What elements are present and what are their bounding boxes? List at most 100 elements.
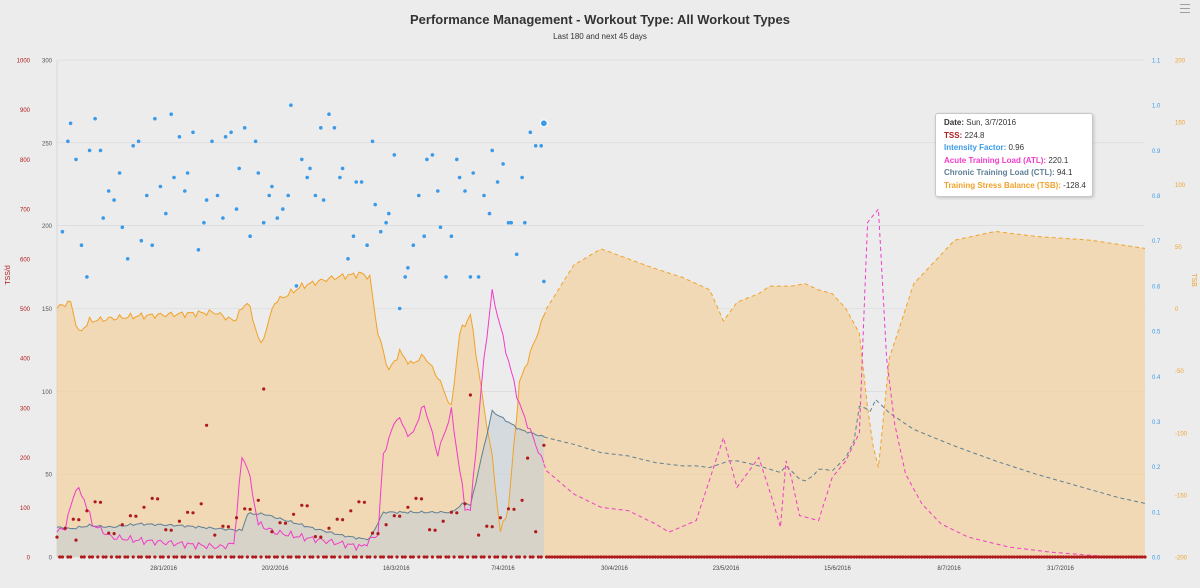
if-point	[501, 162, 505, 166]
tss-point	[327, 526, 331, 530]
tss-point	[1061, 555, 1065, 559]
if-point	[457, 175, 462, 180]
tss-point	[898, 555, 902, 559]
if-point	[533, 144, 538, 148]
tss-point	[523, 555, 527, 559]
tss-point	[885, 555, 889, 559]
tss-point	[365, 555, 369, 559]
tss-point	[991, 555, 995, 559]
right-axis-title: TSB	[1190, 273, 1197, 287]
tss-point	[196, 555, 200, 559]
tss-point	[716, 555, 720, 559]
tss-point	[180, 555, 184, 559]
left2-tick-label: 0	[49, 556, 53, 562]
tss-point	[341, 518, 345, 522]
right-tick-label: 0.7	[1152, 239, 1161, 245]
tss-point	[1010, 555, 1014, 559]
tss-point	[626, 555, 630, 559]
tss-point	[248, 507, 252, 511]
if-point	[528, 130, 533, 135]
tss-point	[985, 555, 989, 559]
tss-point	[243, 507, 247, 511]
tss-point	[580, 555, 584, 559]
tss-point	[882, 555, 886, 559]
if-point	[338, 175, 342, 180]
left-tick-label: 600	[20, 257, 31, 263]
if-point	[436, 189, 440, 193]
tss-point	[259, 555, 263, 559]
tss-point	[746, 555, 750, 559]
tss-point	[664, 555, 668, 559]
tss-point	[934, 555, 938, 559]
tss-point	[400, 555, 404, 559]
tss-point	[1004, 555, 1008, 559]
tss-point	[980, 555, 984, 559]
tss-point	[93, 500, 97, 504]
tss-point	[585, 555, 590, 559]
tss-point	[468, 393, 472, 397]
if-point	[202, 220, 206, 225]
chart-subtitle: Last 180 and next 45 days	[553, 32, 647, 41]
tss-point	[409, 555, 413, 559]
tss-point	[683, 555, 687, 559]
tss-point	[545, 555, 549, 559]
tss-point	[1124, 555, 1128, 559]
right-tick-label: 0.3	[1152, 420, 1161, 426]
tss-point	[153, 555, 157, 559]
if-point	[286, 193, 291, 198]
left-tick-label: 1000	[17, 59, 31, 65]
tss-point	[354, 555, 358, 559]
if-point	[305, 175, 310, 180]
tss-point	[183, 555, 187, 559]
right2-tick-label: -200	[1175, 556, 1188, 562]
tss-point	[251, 555, 255, 559]
tss-point	[1094, 555, 1098, 559]
tss-point	[104, 555, 108, 559]
if-point	[275, 216, 280, 220]
tss-point	[923, 555, 927, 559]
tss-point	[229, 555, 233, 559]
tss-point	[433, 528, 437, 532]
right2-tick-label: -50	[1175, 369, 1184, 375]
menu-icon[interactable]	[1180, 4, 1190, 13]
tss-point	[79, 555, 84, 559]
tss-point	[827, 555, 832, 559]
right-tick-label: 0.2	[1152, 465, 1161, 471]
tss-point	[509, 555, 513, 559]
tss-point	[177, 519, 181, 523]
if-point	[392, 153, 397, 157]
tss-point	[1116, 555, 1120, 559]
tss-point	[653, 555, 658, 559]
if-point	[468, 275, 473, 279]
right-tick-label: 0.0	[1152, 556, 1161, 562]
x-tick-label: 23/5/2016	[713, 566, 740, 572]
tss-point	[972, 555, 976, 559]
tss-point	[803, 555, 807, 559]
tss-point	[784, 555, 788, 559]
point-layer	[55, 103, 1147, 559]
tss-point	[234, 516, 239, 520]
right-tick-label: 1.0	[1152, 104, 1161, 110]
if-point	[145, 193, 149, 198]
if-point	[106, 189, 111, 193]
tss-point	[640, 555, 644, 559]
tss-point	[1015, 555, 1019, 559]
tss-point	[950, 555, 954, 559]
tss-point	[1042, 555, 1046, 559]
tss-point	[237, 555, 241, 559]
tooltip-if: 0.96	[1008, 143, 1025, 152]
tss-point	[74, 538, 78, 542]
tsb-area	[57, 231, 1145, 557]
tss-point	[607, 555, 611, 559]
tss-point	[449, 510, 453, 514]
tooltip-ctl: 94.1	[1056, 168, 1073, 177]
if-point	[539, 144, 543, 148]
tss-point	[928, 555, 932, 559]
tss-point	[493, 555, 497, 559]
right2-tick-label: 100	[1175, 183, 1186, 189]
tss-point	[520, 498, 524, 502]
tss-point	[936, 555, 940, 559]
tss-point	[819, 555, 823, 559]
if-point	[542, 279, 546, 284]
x-tick-label: 30/4/2016	[601, 566, 628, 572]
